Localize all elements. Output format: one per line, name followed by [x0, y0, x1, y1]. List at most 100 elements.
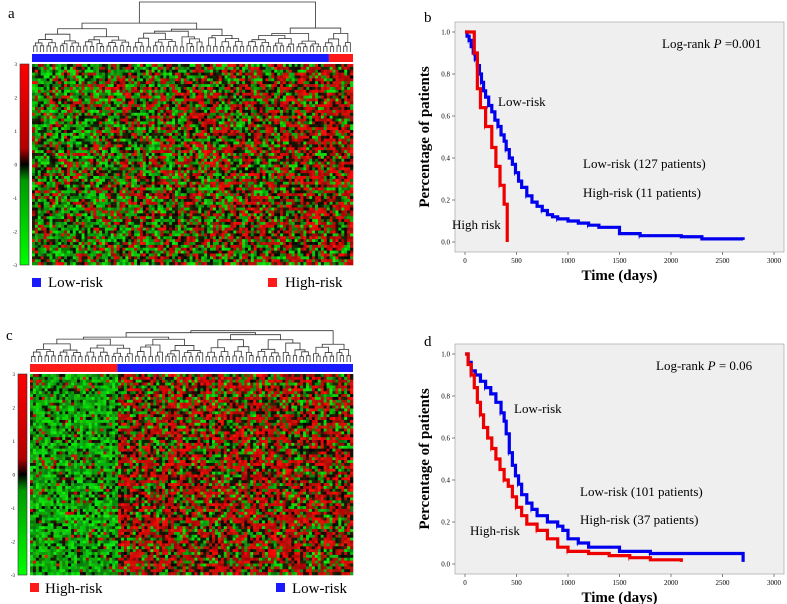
heatmap-cell — [72, 184, 77, 188]
heatmap-cell — [192, 219, 196, 223]
heatmap-cell — [142, 101, 147, 105]
heatmap-cell — [122, 181, 126, 185]
heatmap-cell — [119, 115, 123, 119]
heatmap-cell — [192, 158, 196, 162]
heatmap-cell — [99, 153, 103, 157]
heatmap-cell — [96, 121, 100, 125]
heatmap-cell — [122, 109, 126, 114]
heatmap-cell — [34, 207, 39, 211]
heatmap-cell — [125, 107, 129, 111]
heatmap-cell — [131, 69, 135, 73]
heatmap-cell — [157, 147, 161, 151]
heatmap-cell — [67, 112, 71, 116]
heatmap-cell — [64, 247, 68, 251]
heatmap-cell — [137, 84, 141, 88]
heatmap-cell — [75, 66, 79, 71]
heatmap-cell — [157, 158, 161, 162]
heatmap-cell — [69, 118, 74, 122]
heatmap-cell — [154, 118, 158, 122]
heatmap-cell — [221, 247, 225, 251]
heatmap-cell — [154, 187, 158, 191]
heatmap-cell — [160, 86, 164, 91]
heatmap-cell — [55, 198, 59, 203]
dendrogram-branch — [246, 45, 251, 52]
heatmap-cell — [113, 196, 117, 200]
dendrogram-branch — [213, 46, 218, 52]
heatmap-cell — [224, 184, 228, 188]
heatmap-cell — [207, 178, 211, 183]
heatmap-cell — [160, 190, 164, 194]
heatmap-cell — [81, 178, 85, 183]
heatmap-cell — [69, 161, 74, 165]
heatmap-cell — [166, 204, 170, 208]
heatmap-cell — [32, 193, 36, 197]
heatmap-cell — [151, 118, 155, 122]
heatmap-cell — [134, 187, 138, 191]
heatmap-cell — [157, 75, 161, 79]
heatmap-cell — [215, 262, 220, 266]
heatmap-cell — [40, 184, 44, 188]
heatmap-cell — [201, 150, 205, 154]
heatmap-cell — [195, 236, 199, 240]
heatmap-cell — [221, 221, 225, 226]
heatmap-cell — [189, 207, 193, 211]
heatmap-cell — [186, 207, 190, 211]
heatmap-cell — [227, 89, 231, 94]
heatmap-cell — [169, 253, 173, 257]
heatmap-cell — [137, 259, 141, 263]
heatmap-cell — [125, 224, 129, 228]
heatmap-cell — [49, 153, 53, 157]
heatmap-cell — [166, 210, 170, 214]
heatmap-cell — [72, 247, 77, 251]
heatmap-cell — [131, 242, 135, 246]
heatmap-cell — [192, 170, 196, 174]
heatmap-cell — [55, 78, 59, 82]
heatmap-cell — [84, 213, 88, 217]
heatmap-cell — [154, 201, 158, 205]
heatmap-cell — [207, 155, 211, 160]
heatmap-cell — [230, 130, 234, 134]
heatmap-cell — [78, 127, 82, 131]
heatmap-cell — [90, 164, 94, 168]
heatmap-cell — [134, 196, 138, 200]
heatmap-cell — [137, 78, 141, 82]
heatmap-cell — [43, 247, 47, 251]
heatmap-cell — [96, 219, 100, 223]
heatmap-cell — [78, 170, 82, 174]
heatmap-cell — [227, 181, 231, 185]
heatmap-cell — [113, 236, 117, 240]
heatmap-cell — [58, 144, 62, 148]
heatmap-cell — [32, 242, 36, 246]
heatmap-cell — [224, 170, 228, 174]
heatmap-cell — [125, 118, 129, 122]
heatmap-cell — [186, 101, 190, 105]
heatmap-cell — [96, 109, 100, 114]
heatmap-cell — [43, 216, 47, 220]
heatmap-cell — [78, 107, 82, 111]
heatmap-cell — [32, 132, 36, 137]
heatmap-cell — [166, 164, 170, 168]
heatmap-cell — [166, 147, 170, 151]
heatmap-cell — [172, 153, 176, 157]
heatmap-cell — [119, 193, 123, 197]
heatmap-cell — [99, 124, 103, 128]
heatmap-cell — [90, 181, 94, 185]
heatmap-cell — [163, 204, 167, 208]
heatmap-cell — [142, 66, 147, 71]
heatmap-cell — [37, 141, 42, 145]
heatmap-cell — [154, 204, 158, 208]
heatmap-cell — [93, 213, 97, 217]
heatmap-cell — [43, 75, 47, 79]
heatmap-cell — [37, 236, 42, 240]
heatmap-cell — [204, 207, 208, 211]
heatmap-cell — [58, 130, 62, 134]
heatmap-cell — [110, 98, 115, 102]
heatmap-cell — [148, 121, 152, 125]
heatmap-cell — [154, 244, 158, 249]
heatmap-cell — [119, 78, 123, 82]
heatmap-cell — [131, 118, 135, 122]
heatmap-cell — [218, 233, 222, 237]
heatmap-cell — [128, 250, 132, 254]
heatmap-cell — [34, 147, 39, 151]
heatmap-cell — [64, 92, 68, 96]
